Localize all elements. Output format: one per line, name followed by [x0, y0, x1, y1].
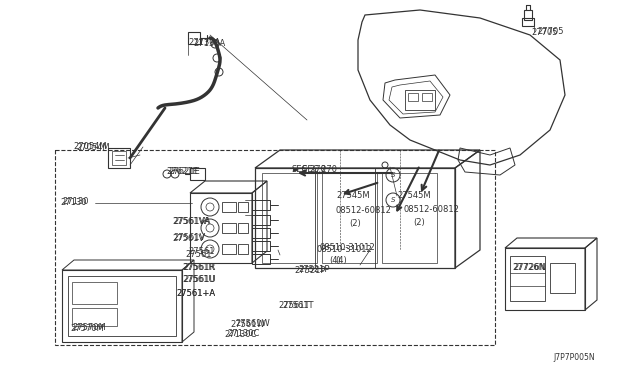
Text: 27621E: 27621E: [168, 167, 200, 176]
Text: 27561U: 27561U: [182, 275, 215, 284]
Text: 27621E: 27621E: [166, 167, 198, 176]
Text: 27726N: 27726N: [513, 263, 546, 272]
Text: 27545M: 27545M: [397, 190, 431, 199]
Text: (4): (4): [335, 256, 347, 264]
Text: 27705: 27705: [531, 28, 557, 37]
Text: 27130A: 27130A: [193, 38, 225, 48]
Text: 27561VA: 27561VA: [173, 217, 211, 226]
Text: 27570M: 27570M: [70, 324, 104, 333]
Text: 08512-60812: 08512-60812: [336, 206, 392, 215]
Text: 27726N: 27726N: [512, 263, 545, 272]
Text: 27130: 27130: [62, 198, 88, 206]
Text: ► SEC.270: ► SEC.270: [293, 164, 337, 173]
Text: 27561VA: 27561VA: [173, 217, 211, 225]
Text: 27561+A: 27561+A: [176, 289, 215, 298]
Text: 27054M: 27054M: [76, 144, 109, 153]
Text: 27561W: 27561W: [235, 320, 269, 328]
Text: 27561V: 27561V: [173, 234, 205, 243]
Text: 08512-60812: 08512-60812: [403, 205, 459, 215]
Text: 27130: 27130: [61, 198, 87, 207]
Text: (2): (2): [413, 218, 425, 228]
Text: 27130C: 27130C: [227, 330, 259, 339]
Text: 27561R: 27561R: [182, 263, 215, 272]
Text: 27561R: 27561R: [183, 263, 216, 272]
Text: 27130A: 27130A: [189, 38, 221, 47]
Text: 27561W: 27561W: [230, 320, 265, 329]
Text: 27705: 27705: [537, 28, 563, 36]
Text: SEC.270: SEC.270: [291, 165, 326, 174]
Text: 27521P: 27521P: [294, 266, 326, 275]
Text: S: S: [391, 197, 396, 203]
Text: 27561V: 27561V: [173, 232, 205, 241]
Text: 27130C: 27130C: [224, 330, 257, 339]
Text: 27561+A: 27561+A: [176, 289, 215, 298]
Text: 08510-31012: 08510-31012: [320, 244, 376, 253]
Text: (4): (4): [330, 256, 341, 265]
Text: (2): (2): [349, 219, 360, 228]
Text: 27570M: 27570M: [72, 324, 106, 333]
Text: J7P7P005N: J7P7P005N: [554, 353, 595, 362]
Text: 27545M: 27545M: [336, 191, 370, 200]
Text: 27561: 27561: [188, 247, 214, 257]
Text: 27521P: 27521P: [298, 266, 330, 275]
Text: 27561U: 27561U: [183, 275, 216, 283]
Text: S: S: [391, 172, 396, 178]
Text: 27561T: 27561T: [278, 301, 310, 310]
Text: 27561T: 27561T: [282, 301, 314, 310]
Text: 27561: 27561: [186, 250, 212, 259]
Text: 27054M: 27054M: [74, 142, 108, 151]
Text: 08510-31012: 08510-31012: [317, 246, 372, 254]
